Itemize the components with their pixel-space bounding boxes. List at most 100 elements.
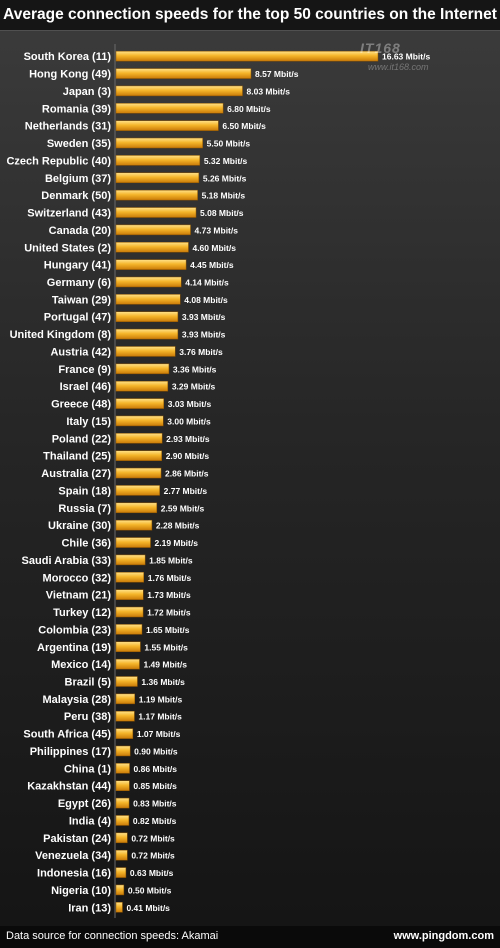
category-label: Mexico (14) (51, 659, 111, 671)
value-label: 3.29 Mbit/s (172, 382, 216, 392)
value-label: 4.08 Mbit/s (184, 295, 228, 305)
bar (115, 815, 130, 826)
bar (115, 450, 162, 461)
category-label: Canada (20) (49, 225, 112, 237)
chart-title: Average connection speeds for the top 50… (0, 0, 500, 31)
bar (115, 693, 135, 705)
category-label: Greece (48) (51, 399, 111, 411)
category-label: South Korea (11) (24, 51, 112, 63)
bar (115, 363, 170, 375)
category-label: Venezuela (34) (35, 850, 111, 862)
bar (115, 433, 163, 444)
bar (115, 207, 197, 218)
category-label: Switzerland (43) (27, 208, 111, 220)
value-label: 0.41 Mbit/s (126, 903, 170, 913)
category-label: Belgium (37) (45, 173, 111, 185)
bar (115, 502, 158, 514)
bar (115, 797, 130, 809)
value-label: 2.59 Mbit/s (161, 503, 205, 513)
bar (115, 398, 164, 409)
bar (115, 276, 182, 288)
watermark-brand: IT168 (360, 40, 401, 56)
bar (115, 658, 140, 670)
category-label: Indonesia (16) (37, 868, 111, 880)
category-label: Denmark (50) (41, 190, 111, 202)
bar (115, 624, 143, 635)
value-label: 6.80 Mbit/s (227, 104, 271, 114)
category-label: Hong Kong (49) (29, 69, 111, 81)
category-label: Australia (27) (41, 468, 111, 480)
category-label: Turkey (12) (53, 607, 111, 619)
value-label: 8.03 Mbit/s (247, 86, 291, 96)
value-label: 5.08 Mbit/s (200, 208, 244, 218)
value-label: 2.77 Mbit/s (164, 486, 208, 496)
bar (115, 346, 176, 357)
value-label: 3.00 Mbit/s (167, 416, 211, 426)
bar (115, 867, 127, 878)
value-label: 0.83 Mbit/s (133, 799, 177, 809)
value-label: 2.90 Mbit/s (166, 451, 210, 461)
category-label: Italy (15) (66, 416, 111, 428)
value-label: 2.28 Mbit/s (156, 521, 200, 531)
bar (115, 832, 128, 844)
category-label: France (9) (58, 364, 111, 376)
value-label: 4.73 Mbit/s (195, 225, 239, 235)
value-label: 0.72 Mbit/s (131, 851, 175, 861)
value-label: 1.49 Mbit/s (143, 660, 187, 670)
category-label: Taiwan (29) (52, 294, 111, 306)
value-label: 1.65 Mbit/s (146, 625, 190, 635)
bar (115, 242, 189, 253)
category-label: Chile (36) (61, 538, 111, 550)
data-source-note: Data source for connection speeds: Akama… (6, 930, 219, 942)
value-label: 8.57 Mbit/s (255, 69, 299, 79)
category-label: Vietnam (21) (46, 590, 112, 602)
value-label: 1.76 Mbit/s (148, 573, 192, 583)
bar (115, 415, 164, 427)
category-label: Morocco (32) (43, 572, 112, 584)
value-label: 1.19 Mbit/s (139, 694, 183, 704)
bar (115, 189, 198, 201)
category-label: Germany (6) (47, 277, 112, 289)
bar (115, 172, 200, 184)
bar (115, 849, 128, 861)
bar (115, 224, 191, 236)
value-label: 1.73 Mbit/s (147, 590, 191, 600)
value-label: 3.93 Mbit/s (182, 312, 226, 322)
category-label: Russia (7) (58, 503, 111, 515)
bar (115, 554, 146, 566)
bar (115, 85, 243, 97)
value-label: 4.45 Mbit/s (190, 260, 234, 270)
category-label: United Kingdom (8) (10, 329, 112, 341)
value-label: 1.36 Mbit/s (141, 677, 185, 687)
value-label: 1.85 Mbit/s (149, 555, 193, 565)
value-label: 0.63 Mbit/s (130, 868, 174, 878)
bar (115, 259, 187, 270)
category-label: Kazakhstan (44) (27, 781, 111, 793)
bar (115, 884, 125, 896)
value-label: 3.93 Mbit/s (182, 330, 226, 340)
category-label: Peru (38) (64, 711, 111, 723)
bar (115, 120, 219, 131)
value-label: 3.76 Mbit/s (179, 347, 223, 357)
category-label: Sweden (35) (47, 138, 112, 150)
bar (115, 467, 162, 479)
site-credit: www.pingdom.com (393, 930, 494, 942)
bar (115, 519, 153, 531)
bar (115, 328, 179, 340)
category-label: Iran (13) (68, 902, 111, 914)
category-label: Ukraine (30) (48, 520, 111, 532)
category-label: Netherlands (31) (25, 121, 112, 133)
category-label: Colombia (23) (38, 624, 111, 636)
bar (115, 380, 169, 392)
bar (115, 485, 160, 496)
category-label: Brazil (5) (65, 677, 112, 689)
value-label: 0.90 Mbit/s (134, 746, 178, 756)
bar (115, 311, 179, 322)
value-label: 0.85 Mbit/s (133, 781, 177, 791)
category-label: Philippines (17) (30, 746, 112, 758)
value-label: 4.60 Mbit/s (192, 243, 236, 253)
category-label: Thailand (25) (43, 451, 111, 463)
bar (115, 676, 138, 687)
category-label: Malaysia (28) (43, 694, 112, 706)
bar (115, 780, 130, 791)
